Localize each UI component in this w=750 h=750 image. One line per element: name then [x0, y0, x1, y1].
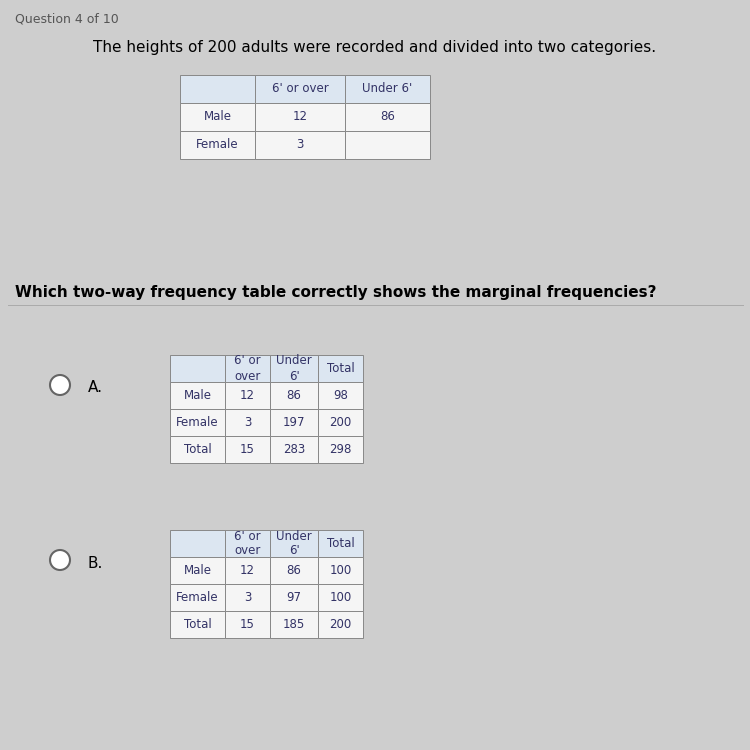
Text: Female: Female [176, 591, 219, 604]
Bar [270, 436, 318, 463]
Text: 86: 86 [286, 389, 302, 402]
Text: Total: Total [327, 362, 354, 375]
Text: 3: 3 [296, 139, 304, 152]
Bar [225, 530, 270, 557]
Bar [270, 409, 318, 436]
Text: Male: Male [184, 564, 211, 577]
Text: Under 6': Under 6' [362, 82, 413, 95]
Text: 283: 283 [283, 443, 305, 456]
Bar [270, 530, 318, 557]
Bar [170, 409, 225, 436]
Bar [270, 557, 318, 584]
Bar [180, 103, 255, 131]
Text: 6' or
over: 6' or over [234, 355, 261, 382]
Text: A.: A. [88, 380, 103, 395]
Text: Total: Total [327, 537, 354, 550]
Bar [170, 557, 225, 584]
Text: 100: 100 [329, 591, 352, 604]
Bar [170, 436, 225, 463]
Text: 12: 12 [240, 564, 255, 577]
Text: 3: 3 [244, 416, 251, 429]
Text: 12: 12 [292, 110, 308, 124]
Text: 15: 15 [240, 618, 255, 631]
Bar [318, 436, 363, 463]
Bar [170, 584, 225, 611]
Text: Which two-way frequency table correctly shows the marginal frequencies?: Which two-way frequency table correctly … [15, 285, 656, 300]
Circle shape [50, 550, 70, 570]
Text: Under
6': Under 6' [276, 355, 312, 382]
Bar [270, 355, 318, 382]
Text: 98: 98 [333, 389, 348, 402]
Bar [318, 530, 363, 557]
Text: 3: 3 [244, 591, 251, 604]
Bar [345, 131, 430, 159]
Bar [318, 355, 363, 382]
Bar [180, 75, 255, 103]
Circle shape [50, 375, 70, 395]
Text: 12: 12 [240, 389, 255, 402]
Bar [318, 611, 363, 638]
Bar [225, 355, 270, 382]
Bar [225, 436, 270, 463]
Text: 197: 197 [283, 416, 305, 429]
Bar [255, 131, 345, 159]
Bar [170, 382, 225, 409]
Bar [225, 409, 270, 436]
Text: 86: 86 [286, 564, 302, 577]
Bar [270, 611, 318, 638]
Bar [225, 557, 270, 584]
Bar [225, 611, 270, 638]
Text: Under
6': Under 6' [276, 530, 312, 557]
Bar [318, 382, 363, 409]
Bar [345, 75, 430, 103]
Bar [270, 382, 318, 409]
Text: 15: 15 [240, 443, 255, 456]
Text: 6' or
over: 6' or over [234, 530, 261, 557]
Bar [225, 584, 270, 611]
Bar [318, 409, 363, 436]
Text: 200: 200 [329, 416, 352, 429]
Text: 100: 100 [329, 564, 352, 577]
Text: 6' or over: 6' or over [272, 82, 328, 95]
Bar [270, 584, 318, 611]
Bar [345, 103, 430, 131]
Text: Male: Male [184, 389, 211, 402]
Text: 298: 298 [329, 443, 352, 456]
Bar [170, 530, 225, 557]
Bar [318, 557, 363, 584]
Bar [318, 584, 363, 611]
Text: 97: 97 [286, 591, 302, 604]
Bar [225, 382, 270, 409]
Text: Female: Female [196, 139, 238, 152]
Text: 185: 185 [283, 618, 305, 631]
Text: Female: Female [176, 416, 219, 429]
Bar [180, 131, 255, 159]
Text: The heights of 200 adults were recorded and divided into two categories.: The heights of 200 adults were recorded … [94, 40, 656, 55]
Bar [170, 355, 225, 382]
Text: Question 4 of 10: Question 4 of 10 [15, 12, 119, 25]
Text: Total: Total [184, 618, 211, 631]
Bar [170, 611, 225, 638]
Bar [255, 75, 345, 103]
Text: 200: 200 [329, 618, 352, 631]
Bar [255, 103, 345, 131]
Text: B.: B. [87, 556, 103, 571]
Text: Male: Male [203, 110, 232, 124]
Text: Total: Total [184, 443, 211, 456]
Text: 86: 86 [380, 110, 395, 124]
